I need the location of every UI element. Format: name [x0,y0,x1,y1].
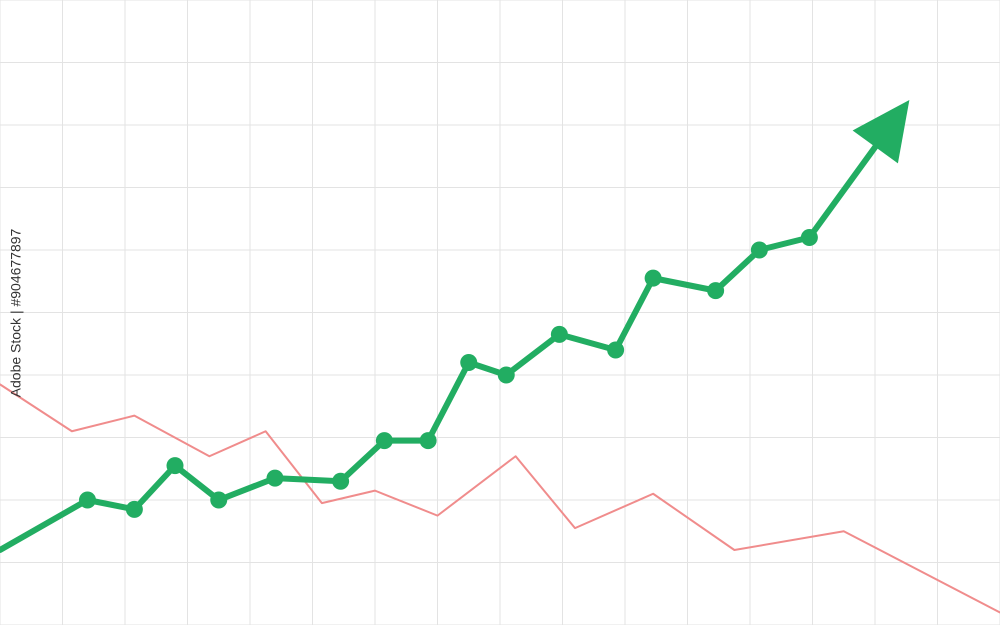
data-point [607,341,625,359]
falling-series [0,383,1000,614]
data-point [497,366,515,384]
watermark: Adobe Stock | #904677897 [0,0,30,625]
data-point [707,282,725,300]
data-point [644,269,662,287]
data-point [750,241,768,259]
data-point [79,491,96,509]
data-point [210,491,228,509]
data-point [800,229,818,246]
data-point [419,432,437,450]
data-point [550,325,568,343]
data-point [460,354,478,371]
series-line-rising [0,139,882,553]
data-point [125,500,143,518]
arrowhead-icon [852,100,910,164]
data-point [332,472,350,490]
rising-series [0,100,910,553]
data-point [266,469,284,487]
watermark-text: Adobe Stock | #904677897 [7,228,24,397]
data-point [166,457,184,475]
series-line-falling [0,383,1000,614]
data-point [375,432,393,450]
